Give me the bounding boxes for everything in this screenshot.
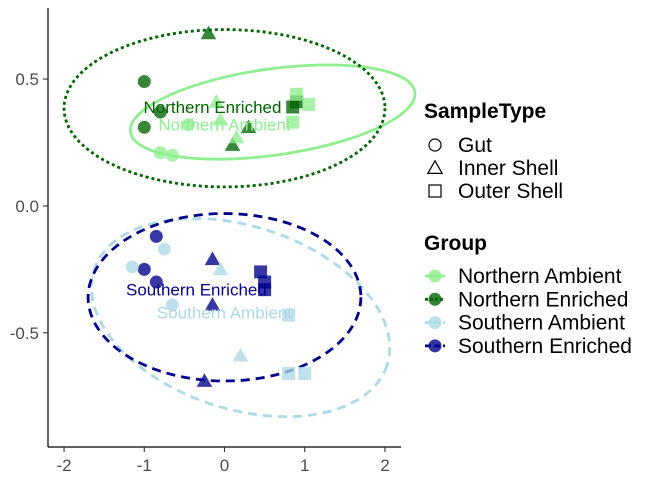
data-point [224, 137, 241, 151]
data-point [196, 373, 213, 387]
legend-sampletype-title: SampleType [424, 100, 546, 123]
ellipse-layer [62, 28, 417, 419]
data-point [137, 120, 151, 134]
data-point [204, 297, 221, 311]
data-point [153, 146, 167, 160]
y-tick-label: 0.5 [15, 70, 39, 89]
cluster-label-northern-enriched: Northern Enriched [143, 98, 281, 117]
data-point [212, 111, 229, 126]
x-tick-label: -1 [137, 456, 152, 475]
x-tick-label: 0 [220, 456, 229, 475]
data-point [232, 347, 249, 362]
data-point [258, 283, 272, 297]
cluster-label-southern-enriched: Southern Enriched [126, 281, 267, 300]
x-tick-label: -2 [56, 456, 71, 475]
data-point [290, 87, 304, 101]
data-point [282, 366, 296, 380]
ellipse-northern-enriched [62, 28, 387, 189]
legend-item-southern-enriched: Southern Enriched [458, 335, 632, 358]
legend-item-gut: Gut [458, 134, 492, 157]
data-point [204, 251, 221, 266]
data-point [200, 25, 217, 40]
data-point [254, 265, 268, 279]
y-tick-label: 0.0 [15, 197, 39, 216]
southern-ambient-dot-key-icon [428, 316, 442, 330]
data-point [137, 75, 151, 89]
x-tick-label: 2 [380, 456, 389, 475]
data-point [286, 115, 300, 129]
data-point [240, 119, 257, 134]
data-point [228, 129, 245, 144]
y-tick-label: -0.5 [10, 324, 39, 343]
northern-ambient-dot-key-icon [428, 269, 442, 283]
cluster-label-northern-ambient: Northern Ambient [158, 116, 291, 135]
point-layer [125, 25, 316, 387]
southern-enriched-dot-key-icon [428, 339, 442, 353]
northern-enriched-dot-key-icon [428, 292, 442, 306]
data-point [282, 308, 296, 322]
data-point [181, 118, 195, 132]
outer-shell-shape-key-icon [428, 184, 442, 198]
data-point [157, 242, 171, 256]
data-point [125, 260, 139, 274]
ellipse-northern-ambient [128, 63, 417, 161]
axis-layer: -2 -1 0 1 2 0.5 0.0 -0.5 [10, 8, 401, 475]
x-tick-label: 1 [300, 456, 309, 475]
data-point [153, 105, 167, 119]
data-point [302, 97, 316, 111]
cluster-label-southern-ambient: Southern Ambient [157, 304, 292, 323]
legend-group-title: Group [424, 232, 487, 255]
data-point [137, 262, 151, 276]
data-point [165, 148, 179, 162]
legend-item-northern-enriched: Northern Enriched [458, 288, 628, 311]
gut-shape-key-icon [428, 138, 442, 152]
data-point [208, 94, 225, 108]
data-point [165, 298, 179, 312]
data-point [212, 261, 229, 276]
inner-shell-shape-key-icon [426, 159, 444, 174]
ellipse-southern-enriched [86, 212, 363, 383]
legend-item-inner-shell: Inner Shell [458, 157, 558, 180]
legend-item-outer-shell: Outer Shell [458, 180, 563, 203]
data-point [149, 229, 163, 243]
data-point [149, 275, 163, 289]
data-point [298, 366, 312, 380]
legend-item-northern-ambient: Northern Ambient [458, 265, 622, 288]
legend-item-southern-ambient: Southern Ambient [458, 312, 625, 335]
